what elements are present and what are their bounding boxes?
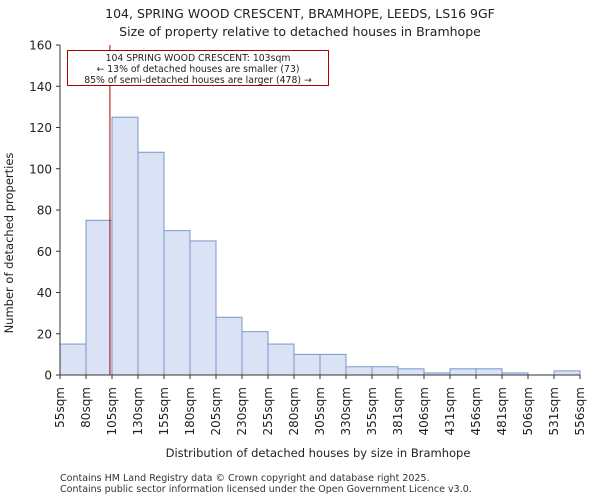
chart-title: 104, SPRING WOOD CRESCENT, BRAMHOPE, LEE… bbox=[105, 6, 495, 21]
histogram-bar bbox=[189, 240, 217, 376]
y-tick-label: 140 bbox=[29, 80, 52, 94]
y-tick-label: 100 bbox=[29, 162, 52, 176]
x-tick-label: 506sqm bbox=[521, 387, 535, 435]
y-tick-label: 20 bbox=[37, 327, 52, 341]
annotation-line-2: ← 13% of detached houses are smaller (73… bbox=[96, 64, 300, 75]
x-tick-label: 255sqm bbox=[261, 387, 275, 435]
histogram-bar bbox=[59, 343, 87, 376]
x-tick-label: 531sqm bbox=[547, 387, 561, 435]
x-tick-label: 280sqm bbox=[287, 387, 301, 435]
footer-line-1: Contains HM Land Registry data © Crown c… bbox=[60, 473, 430, 484]
x-tick-label: 456sqm bbox=[469, 387, 483, 435]
x-tick-label: 155sqm bbox=[157, 387, 171, 435]
histogram-bar bbox=[267, 343, 295, 376]
histogram-bar bbox=[215, 316, 243, 376]
x-tick-label: 481sqm bbox=[495, 387, 509, 435]
x-axis-label: Distribution of detached houses by size … bbox=[166, 446, 471, 460]
x-tick-label: 180sqm bbox=[183, 387, 197, 435]
histogram-bar bbox=[137, 151, 165, 376]
histogram-bar bbox=[475, 368, 503, 376]
histogram-bar bbox=[241, 331, 269, 376]
x-tick-label: 431sqm bbox=[443, 387, 457, 435]
x-tick-label: 305sqm bbox=[313, 387, 327, 435]
histogram-bar bbox=[345, 366, 373, 376]
histogram-bar bbox=[85, 219, 113, 376]
x-tick-label: 80sqm bbox=[79, 387, 93, 428]
x-tick-label: 130sqm bbox=[131, 387, 145, 435]
x-tick-label: 406sqm bbox=[417, 387, 431, 435]
histogram-bar bbox=[553, 370, 581, 376]
x-tick-label: 381sqm bbox=[391, 387, 405, 435]
histogram-bar bbox=[293, 353, 321, 376]
y-tick-label: 80 bbox=[37, 204, 52, 218]
y-axis-label: Number of detached properties bbox=[2, 153, 16, 334]
x-tick-label: 230sqm bbox=[235, 387, 249, 435]
x-tick-label: 205sqm bbox=[209, 387, 223, 435]
y-tick-label: 120 bbox=[29, 121, 52, 135]
x-tick-label: 355sqm bbox=[365, 387, 379, 435]
chart-subtitle: Size of property relative to detached ho… bbox=[119, 24, 481, 39]
annotation-line-1: 104 SPRING WOOD CRESCENT: 103sqm bbox=[105, 53, 291, 64]
histogram-bar bbox=[319, 353, 347, 376]
y-tick-label: 0 bbox=[44, 369, 52, 383]
annotation-line-3: 85% of semi-detached houses are larger (… bbox=[84, 75, 312, 86]
y-tick-label: 160 bbox=[29, 39, 52, 53]
histogram-bar bbox=[163, 230, 191, 376]
histogram-bar bbox=[371, 366, 399, 376]
histogram-bar bbox=[449, 368, 477, 376]
annotation-box: 104 SPRING WOOD CRESCENT: 103sqm ← 13% o… bbox=[67, 50, 329, 86]
x-tick-label: 55sqm bbox=[53, 387, 67, 428]
footer-line-2: Contains public sector information licen… bbox=[60, 484, 472, 495]
x-tick-label: 556sqm bbox=[573, 387, 587, 435]
histogram-bar bbox=[397, 368, 425, 376]
y-tick-label: 60 bbox=[37, 245, 52, 259]
x-tick-label: 330sqm bbox=[339, 387, 353, 435]
x-tick-label: 105sqm bbox=[105, 387, 119, 435]
y-tick-label: 40 bbox=[37, 286, 52, 300]
histogram-bar bbox=[111, 116, 139, 376]
